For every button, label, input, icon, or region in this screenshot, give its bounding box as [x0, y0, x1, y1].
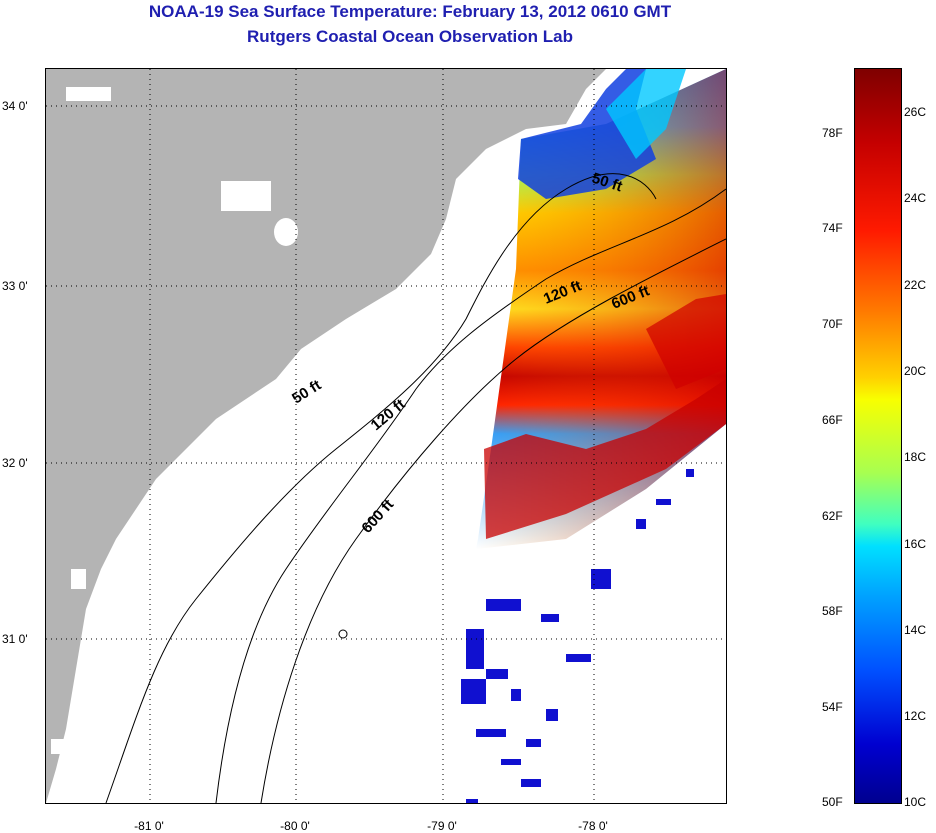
colorbar-c-label: 22C [904, 278, 927, 292]
y-tick-label: 32 0' [2, 456, 28, 470]
colorbar-c-label: 14C [904, 623, 927, 637]
colorbar-f-label: 54F [822, 700, 843, 714]
x-tick-label: -81 0' [134, 819, 164, 833]
bathymetry-contours [105, 173, 726, 803]
colorbar-f-label: 74F [822, 221, 843, 235]
lake [66, 87, 111, 101]
lake [274, 218, 298, 246]
colorbar-f-label: 58F [822, 604, 843, 618]
colorbar-c-label: 24C [904, 191, 927, 205]
colorbar-c-label: 10C [904, 795, 927, 809]
colorbar-f-label: 66F [822, 413, 843, 427]
contour-120ft [215, 188, 726, 803]
colorbar-f-label: 78F [822, 126, 843, 140]
grid [46, 69, 726, 803]
sst-swath [476, 69, 726, 549]
colorbar-c-label: 20C [904, 364, 927, 378]
sst-cloud-speckle [461, 469, 694, 803]
colorbar-c-label: 16C [904, 537, 927, 551]
colorbar-f-label: 70F [822, 317, 843, 331]
land-mass [46, 69, 606, 803]
lake [221, 181, 271, 211]
colorbar-f-label: 62F [822, 509, 843, 523]
chart-title: NOAA-19 Sea Surface Temperature: Februar… [148, 2, 672, 21]
seamount-marker [338, 629, 348, 639]
sst-map: 50 ft 120 ft 600 ft 50 ft 120 ft 600 ft [45, 68, 727, 804]
contour-50ft [105, 173, 657, 803]
colorbar [854, 68, 902, 804]
colorbar-f-label: 50F [822, 795, 843, 809]
contour-600ft [260, 238, 726, 803]
y-tick-label: 34 0' [2, 99, 28, 113]
contour-label-50ft: 50 ft [289, 377, 324, 408]
chart-subtitle: Rutgers Coastal Ocean Observation Lab [247, 27, 573, 46]
colorbar-c-label: 26C [904, 105, 927, 119]
colorbar-c-label: 12C [904, 709, 927, 723]
x-tick-label: -78 0' [578, 819, 608, 833]
lake [51, 739, 71, 754]
y-tick-label: 33 0' [2, 279, 28, 293]
x-tick-label: -79 0' [427, 819, 457, 833]
x-tick-label: -80 0' [280, 819, 310, 833]
colorbar-c-label: 18C [904, 450, 927, 464]
y-tick-label: 31 0' [2, 632, 28, 646]
lake [71, 569, 86, 589]
contour-label-600ft: 600 ft [358, 496, 397, 536]
